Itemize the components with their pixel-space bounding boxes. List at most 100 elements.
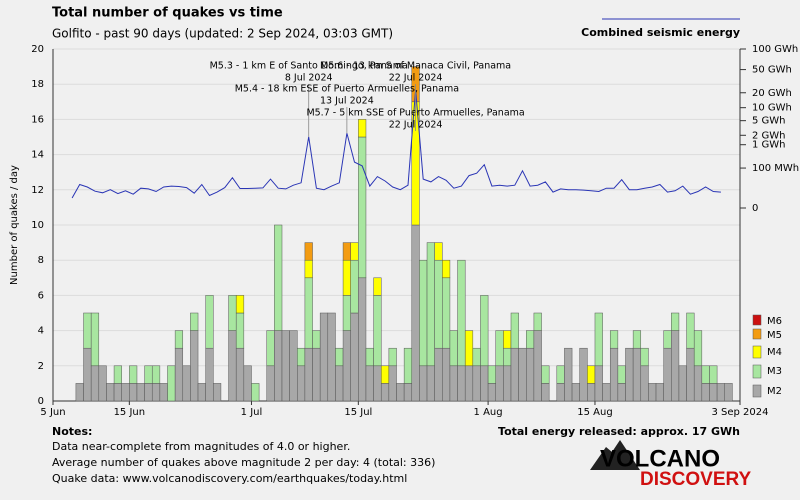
bar-segment	[228, 330, 237, 402]
bar-segment	[350, 312, 359, 402]
bar-segment	[213, 383, 222, 402]
bar-segment	[686, 312, 695, 349]
bar-segment	[709, 383, 718, 402]
legend-label: M3	[767, 366, 782, 377]
note: Average number of quakes above magnitude…	[52, 456, 435, 469]
bar-segment	[541, 365, 550, 384]
bar-segment	[113, 365, 122, 384]
bar-segment	[342, 242, 351, 261]
bar-segment	[693, 365, 703, 402]
y-tick-label: 0	[38, 396, 44, 407]
bar-segment	[75, 383, 84, 402]
bar-segment	[640, 347, 649, 367]
bar-segment	[640, 365, 649, 402]
bar-segment	[464, 330, 474, 367]
bar-segment	[419, 365, 428, 402]
bar-segment	[632, 347, 642, 402]
bar-segment	[503, 330, 512, 349]
bar-segment	[403, 383, 413, 402]
x-tick-label: 1 Jul	[241, 407, 263, 418]
bar-segment	[671, 312, 680, 331]
bar-segment	[235, 295, 245, 314]
logo-top: VOLCANO	[600, 445, 720, 472]
legend-label: M5	[767, 330, 782, 341]
bar-segment	[251, 383, 260, 402]
y-axis-label: Number of quakes / day	[9, 165, 20, 285]
bar-segment	[281, 330, 290, 402]
bar-segment	[434, 347, 443, 402]
bar-segment	[335, 347, 344, 367]
legend-swatch	[752, 345, 762, 359]
bar-segment	[205, 347, 214, 402]
bar-segment	[625, 347, 634, 402]
annotation-date: 22 Jul 2024	[389, 73, 443, 84]
bar-segment	[136, 383, 145, 402]
energy-total: Total energy released: approx. 17 GWh	[498, 425, 740, 438]
bar-segment	[83, 347, 92, 402]
y-tick-label: 12	[31, 185, 44, 196]
bar-segment	[564, 347, 573, 402]
bar-segment	[98, 365, 107, 402]
annotation-date: 13 Jul 2024	[320, 96, 374, 107]
bar-segment	[174, 330, 184, 349]
bar-segment	[83, 312, 92, 349]
bar-segment	[541, 383, 550, 402]
bar-segment	[594, 365, 603, 402]
bar-segment	[648, 383, 657, 402]
bar-segment	[487, 365, 496, 384]
bar-segment	[686, 347, 695, 402]
bar-segment	[701, 365, 710, 384]
x-tick-label: 3 Sep 2024	[711, 407, 768, 418]
bar-segment	[587, 383, 596, 402]
y2-tick-label: 50 GWh	[752, 65, 792, 76]
bar-segment	[121, 383, 130, 402]
x-tick-label: 5 Jun	[40, 407, 65, 418]
bar-segment	[449, 365, 458, 402]
energy-line	[71, 89, 721, 199]
y-tick-label: 10	[31, 220, 44, 231]
bar-segment	[487, 383, 496, 402]
bar-segment	[90, 365, 100, 402]
legend-label: M2	[767, 386, 782, 397]
bar-segment	[380, 365, 390, 384]
energy-legend-label: Combined seismic energy	[581, 26, 740, 39]
bar-segment	[556, 365, 565, 384]
bar-segment	[556, 383, 565, 402]
bar-segment	[396, 383, 405, 402]
legend-swatch	[752, 364, 762, 379]
bar-segment	[655, 383, 664, 402]
bar-segment	[365, 347, 374, 367]
bar-segment	[442, 259, 451, 279]
bar-segment	[526, 330, 535, 349]
y2-tick-label: 100 MWh	[752, 163, 799, 174]
bar-segment	[327, 312, 336, 402]
bar-segment	[197, 383, 206, 402]
bar-segment	[602, 383, 611, 402]
bar-segment	[480, 365, 489, 402]
bar-segment	[503, 365, 512, 402]
bar-segment	[266, 330, 275, 367]
bar-segment	[671, 330, 680, 402]
bar-segment	[174, 347, 184, 402]
bar-segment	[403, 347, 413, 384]
bar-segment	[510, 347, 519, 402]
bar-segment	[113, 383, 122, 402]
bar-segment	[205, 295, 214, 349]
y2-tick-label: 0	[752, 203, 758, 214]
bar-segment	[235, 347, 245, 402]
y-tick-label: 16	[31, 114, 44, 125]
bar-segment	[419, 259, 428, 367]
y2-tick-label: 5 GWh	[752, 116, 786, 127]
bar-segment	[342, 295, 351, 331]
legend-swatch	[752, 384, 762, 398]
bar-segment	[594, 312, 603, 367]
bar-segment	[304, 277, 313, 349]
bar-segment	[350, 259, 359, 314]
bar-segment	[663, 347, 672, 402]
bar-segment	[373, 295, 382, 367]
bar-segment	[312, 330, 321, 349]
bar-segment	[358, 277, 367, 402]
bar-segment	[495, 365, 504, 402]
bar-segment	[274, 224, 283, 331]
bar-segment	[472, 365, 481, 402]
